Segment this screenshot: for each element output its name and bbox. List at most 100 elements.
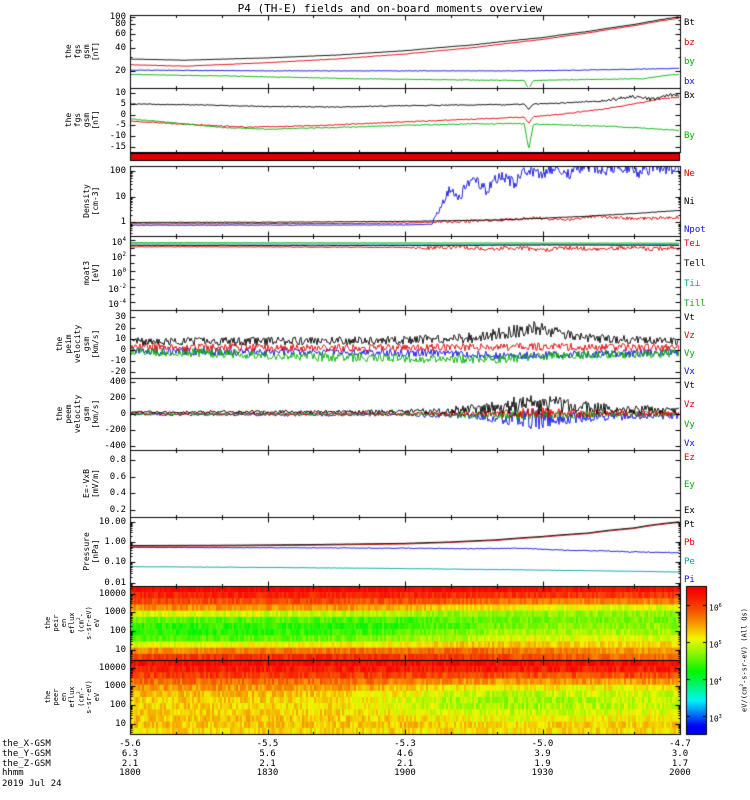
footer-value: 1.9 — [534, 759, 551, 769]
legend-Ne: Ne — [684, 169, 695, 179]
legend-Vt: Vt — [684, 313, 695, 323]
panel-ylabel: the peir en eflux (cm2- s-sr-eV) eV — [44, 606, 102, 640]
ytick-label: 0.8 — [109, 454, 126, 465]
ytick-label: 10000 — [98, 662, 126, 673]
panel-ylabel: the peim velocity gsm [km/s] — [55, 324, 100, 364]
plot-title: P4 (TH-E) fields and on-board moments ov… — [237, 2, 543, 15]
footer-value: 3.0 — [671, 749, 689, 759]
ytick-label: 40 — [115, 42, 126, 53]
legend-By: By — [684, 131, 695, 141]
footer-value: -4.7 — [669, 739, 691, 749]
legend-Vx: Vx — [684, 367, 695, 377]
ytick-label: 5 — [120, 99, 126, 109]
colorbar-tick: 106 — [709, 602, 722, 613]
panel-ylabel: Density [cm-3] — [82, 184, 100, 218]
footer-value: 1800 — [119, 768, 141, 778]
ytick-label: 100 — [109, 626, 126, 637]
footer-row-label: hhmm — [2, 768, 24, 778]
ytick-label: 30 — [115, 311, 126, 322]
footer-value: 1900 — [394, 768, 416, 778]
legend-Pi: Pi — [684, 575, 695, 585]
footer-value: 6.3 — [121, 749, 139, 759]
footer-value: 2000 — [669, 768, 691, 778]
legend-Vz: Vz — [684, 400, 695, 411]
legend-Vz: Vz — [684, 331, 695, 341]
legend-Vy: Vy — [684, 419, 695, 430]
footer-date: 2019 Jul 24 — [2, 779, 62, 789]
ytick-label: 0 — [120, 409, 126, 419]
footer-value: 3.9 — [534, 749, 551, 759]
colorbar-tick: 103 — [709, 713, 722, 724]
ytick-label: 100 — [109, 165, 126, 176]
ytick-label: 0.6 — [109, 471, 126, 482]
colorbar-tick: 104 — [709, 676, 722, 687]
panel-ylabel: moat3 [eV] — [82, 260, 100, 286]
legend-Tell: Tell — [684, 259, 706, 269]
ytick-label: 400 — [109, 377, 126, 387]
ytick-label: 0.2 — [109, 504, 126, 515]
legend-Bx: Bx — [684, 91, 695, 101]
ytick-label: -5 — [115, 120, 126, 131]
colorbar-tick: 105 — [709, 639, 722, 650]
footer-value: 5.6 — [259, 749, 276, 759]
ytick-label: -10 — [109, 356, 126, 367]
legend-Te⊥: Te⊥ — [684, 239, 701, 249]
ytick-label: -10 — [109, 131, 126, 141]
footer-row-label: the_X-GSM — [2, 739, 51, 749]
footer-value: 1930 — [531, 768, 554, 778]
legend-Vy: Vy — [684, 349, 695, 359]
legend-Ez: Ez — [684, 453, 695, 463]
ytick-label: -20 — [109, 367, 126, 378]
panel-ylabel: E=-VxB [mV/m] — [82, 469, 100, 498]
ytick-label: 20 — [115, 65, 126, 76]
panel-ylabel: Pressure [nPa] — [82, 532, 100, 571]
ytick-label: -15 — [109, 141, 126, 152]
ytick-label: 0 — [120, 109, 126, 120]
legend-Ex: Ex — [684, 506, 695, 516]
ytick-label: 10 — [115, 719, 126, 730]
legend-by: by — [684, 57, 695, 68]
ytick-label: -400 — [104, 441, 126, 451]
footer-value: -5.5 — [256, 739, 279, 749]
footer-value: -5.3 — [394, 739, 416, 749]
legend-Vx: Vx — [684, 439, 695, 449]
ytick-label: 10-2 — [108, 283, 126, 295]
ytick-label: 1.00 — [104, 537, 126, 548]
panel-ylabel: the peem velocity gsm [km/s] — [55, 394, 100, 434]
panel-ylabel: the peer en eflux (cm2- s-sr-eV) eV — [44, 680, 102, 714]
legend-Pb: Pb — [684, 538, 695, 549]
ytick-label: 0 — [120, 345, 126, 356]
legend-Bt: Bt — [684, 18, 695, 28]
colorbar-label: eV/(cm2-s-sr-eV) (All Qs) — [740, 608, 749, 712]
ytick-label: 0.01 — [104, 577, 126, 588]
panel-ylabel: the fgs gsm [nT] — [64, 41, 100, 62]
ytick-label: 10.00 — [98, 516, 126, 527]
footer-value: 2.1 — [121, 759, 139, 769]
legend-bx: bx — [684, 77, 695, 87]
ytick-label: 104 — [111, 236, 126, 248]
footer-value: 2.1 — [259, 759, 276, 769]
footer-row-label: the_Y-GSM — [2, 749, 51, 759]
ytick-label: 10 — [115, 191, 126, 202]
ytick-label: 1000 — [104, 607, 126, 618]
ytick-label: 10-4 — [108, 299, 126, 311]
footer-value: 2.1 — [396, 759, 414, 769]
ytick-label: 10 — [115, 333, 126, 344]
ytick-label: 0.4 — [109, 488, 126, 499]
legend-Pe: Pe — [684, 556, 695, 567]
legend-Ey: Ey — [684, 479, 695, 490]
ytick-label: 20 — [115, 322, 126, 333]
legend-Pt: Pt — [684, 520, 695, 530]
ytick-label: 100 — [109, 700, 126, 711]
ytick-label: 10000 — [98, 588, 126, 599]
ytick-label: 10 — [115, 645, 126, 656]
footer-value: -5.0 — [531, 739, 554, 749]
ytick-label: 102 — [111, 252, 126, 264]
panel-ylabel: the fgs gsm [nT] — [64, 110, 100, 130]
footer-value: 4.6 — [396, 749, 414, 759]
footer-value: 1.7 — [671, 759, 689, 769]
legend-Vt: Vt — [684, 381, 695, 391]
legend-Npot: Npot — [684, 225, 706, 235]
ytick-label: 1000 — [104, 681, 126, 692]
legend-bz: bz — [684, 37, 695, 48]
